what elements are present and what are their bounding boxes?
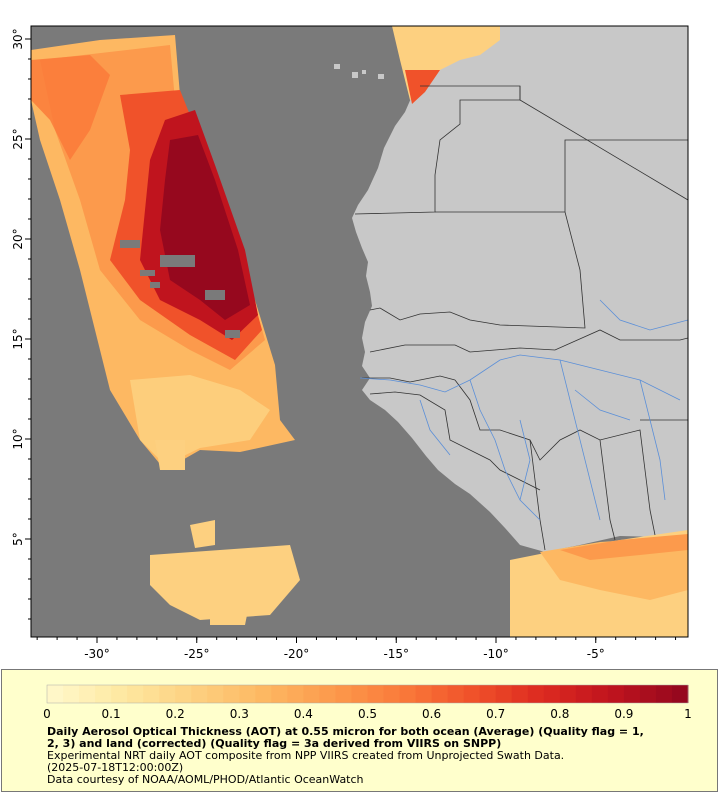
rivers xyxy=(359,299,688,521)
colorbar-cell xyxy=(63,685,80,703)
colorbar-cell xyxy=(255,685,272,703)
colorbar-cell xyxy=(191,685,208,703)
colorbar-cell xyxy=(463,685,481,703)
colorbar-tick-label: 0.3 xyxy=(230,707,249,721)
colorbar-tick-label: 0.8 xyxy=(550,707,569,721)
colorbar-frame xyxy=(46,684,689,704)
colorbar-tick-label: 1 xyxy=(684,707,692,721)
colorbar-cell xyxy=(543,685,561,703)
aot-southwest-patches xyxy=(150,440,300,625)
colorbar-cell xyxy=(607,685,625,703)
colorbar-cell xyxy=(559,685,577,703)
lat-tick-label: 30° xyxy=(11,28,25,49)
colorbar-cell xyxy=(575,685,593,703)
colorbar-cell xyxy=(479,685,497,703)
colorbar-cell xyxy=(415,685,433,703)
swath-gaps xyxy=(120,240,240,338)
caption-title-line1: Daily Aerosol Optical Thickness (AOT) at… xyxy=(47,725,644,738)
colorbar-cell xyxy=(271,685,288,703)
lat-tick-label: 15° xyxy=(11,328,25,349)
colorbar-cell xyxy=(159,685,176,703)
longitude-axis: -30° -25° -20° -15° -10° -5° xyxy=(36,637,677,661)
colorbar-ticks: 0 0.1 0.2 0.3 0.4 0.5 0.6 0.7 0.8 0.9 1 xyxy=(43,707,692,721)
colorbar-cell xyxy=(95,685,112,703)
colorbar-cell xyxy=(495,685,513,703)
colorbar-cell xyxy=(351,685,368,703)
colorbar-cell xyxy=(127,685,144,703)
colorbar-cell xyxy=(367,685,385,703)
lon-tick-label: -25° xyxy=(184,647,210,661)
caption-line3: Experimental NRT daily AOT composite fro… xyxy=(47,749,565,762)
aot-swath-upper-west xyxy=(31,55,110,160)
lat-tick-label: 5° xyxy=(11,532,25,546)
aot-swath-max xyxy=(160,135,250,320)
colorbar-cell xyxy=(79,685,96,703)
colorbar-cell xyxy=(335,685,352,703)
colorbar-cell xyxy=(527,685,545,703)
aot-gulf-coast-band xyxy=(560,534,688,560)
colorbar-cell xyxy=(175,685,192,703)
colorbar-cell xyxy=(383,685,401,703)
colorbar-cell xyxy=(319,685,336,703)
colorbar-cell xyxy=(431,685,449,703)
colorbar-tick-label: 0.2 xyxy=(166,707,185,721)
colorbar-cell xyxy=(111,685,128,703)
caption-title-line2: 2, 3) and land (corrected) (Quality flag… xyxy=(47,737,502,750)
colorbar-tick-label: 0.4 xyxy=(294,707,313,721)
colorbar-tick-label: 0.7 xyxy=(486,707,505,721)
latitude-axis: 30° 25° 20° 15° 10° 5° xyxy=(11,28,31,620)
caption-line4: (2025-07-18T12:00:00Z) xyxy=(47,761,184,774)
colorbar-cell xyxy=(143,685,160,703)
colorbar-cell xyxy=(623,685,641,703)
colorbar-cell xyxy=(639,685,657,703)
colorbar-cell xyxy=(447,685,465,703)
colorbar-cell xyxy=(303,685,320,703)
colorbar-tick-label: 0 xyxy=(43,707,51,721)
colorbar-cell xyxy=(287,685,304,703)
lat-tick-label: 20° xyxy=(11,228,25,249)
legend-caption: Daily Aerosol Optical Thickness (AOT) at… xyxy=(47,726,687,786)
lon-tick-label: -10° xyxy=(483,647,509,661)
lon-tick-label: -15° xyxy=(383,647,409,661)
colorbar-cell xyxy=(207,685,224,703)
lon-tick-label: -5° xyxy=(587,647,605,661)
colorbar-tick-label: 0.9 xyxy=(614,707,633,721)
caption-line5: Data courtesy of NOAA/AOML/PHOD/Atlantic… xyxy=(47,773,364,786)
colorbar-cell xyxy=(671,685,689,703)
colorbar-cell xyxy=(239,685,256,703)
colorbar-cells xyxy=(47,685,689,703)
africa-land xyxy=(352,26,688,552)
canary-islands xyxy=(334,64,384,79)
lon-tick-label: -30° xyxy=(84,647,110,661)
colorbar-tick-label: 0.1 xyxy=(102,707,121,721)
colorbar-cell xyxy=(591,685,609,703)
country-borders xyxy=(354,85,688,551)
lat-tick-label: 10° xyxy=(11,428,25,449)
map-frame xyxy=(30,25,689,638)
colorbar-cell xyxy=(655,685,673,703)
colorbar-cell xyxy=(511,685,529,703)
aot-north-coast-high xyxy=(405,70,440,104)
colorbar-tick-label: 0.6 xyxy=(422,707,441,721)
colorbar-cell xyxy=(47,685,64,703)
lat-tick-label: 25° xyxy=(11,128,25,149)
lon-tick-label: -20° xyxy=(284,647,310,661)
colorbar-cell xyxy=(399,685,417,703)
colorbar-tick-label: 0.5 xyxy=(358,707,377,721)
colorbar-cell xyxy=(223,685,240,703)
